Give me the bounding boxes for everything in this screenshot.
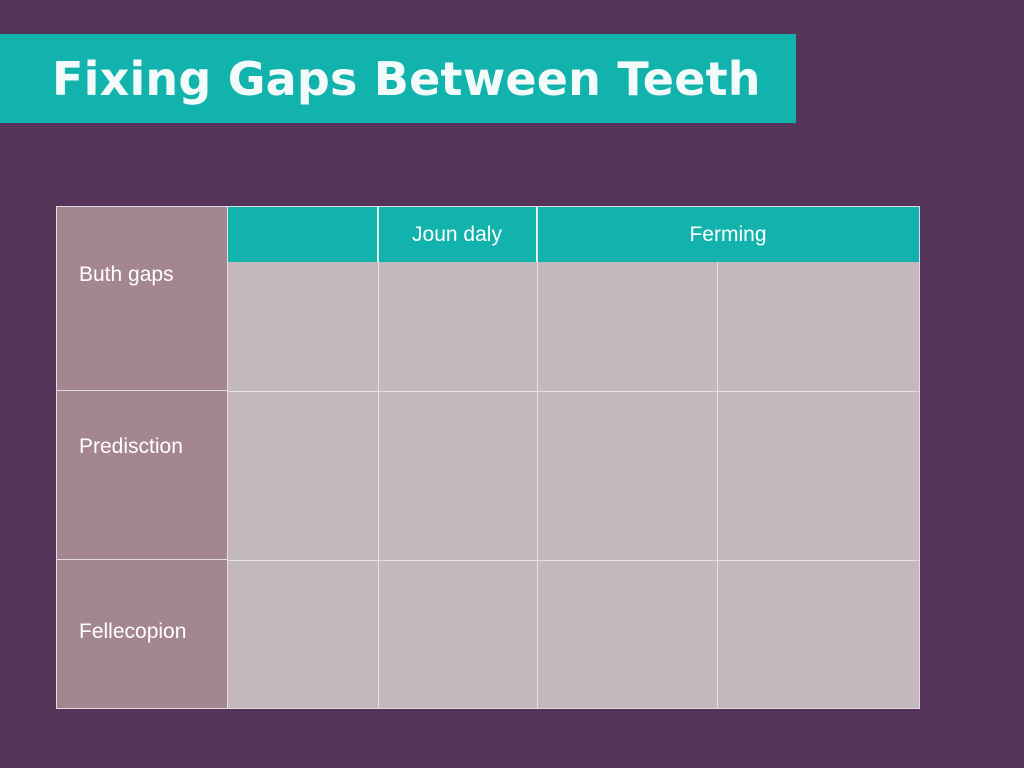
- grid-line: [378, 207, 379, 708]
- row-header-buth-gaps: Buth gaps: [57, 207, 228, 391]
- row-header-fellecopion: Fellecopion: [57, 560, 228, 708]
- column-header-empty: [228, 207, 378, 262]
- column-header-ferming: Ferming: [689, 222, 767, 246]
- grid-line: [228, 560, 919, 561]
- table-header-row: Joun daly Ferming: [228, 207, 919, 262]
- column-header-joun-daly: Joun daly: [378, 207, 537, 262]
- grid-line: [717, 262, 718, 708]
- row-header-predisction: Predisction: [57, 391, 228, 560]
- grid-line: [537, 207, 538, 708]
- grid-line: [228, 391, 919, 392]
- page-title: Fixing Gaps Between Teeth: [52, 51, 761, 106]
- title-banner: Fixing Gaps Between Teeth: [0, 34, 796, 123]
- comparison-table: Joun daly Ferming Buth gaps Predisction …: [56, 206, 920, 709]
